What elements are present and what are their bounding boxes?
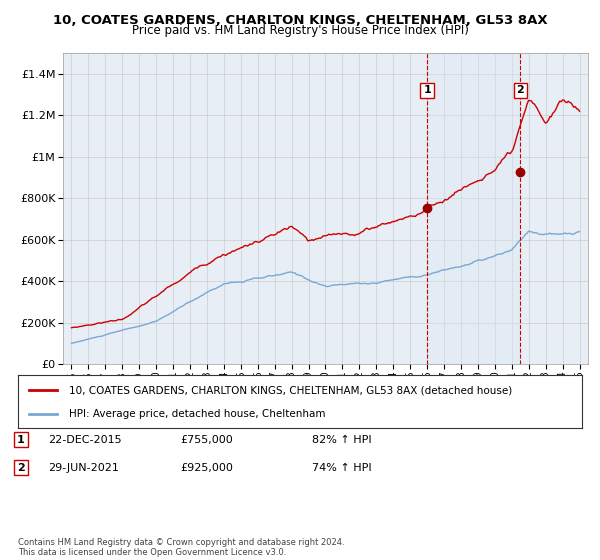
Text: Contains HM Land Registry data © Crown copyright and database right 2024.
This d: Contains HM Land Registry data © Crown c… — [18, 538, 344, 557]
Text: 82% ↑ HPI: 82% ↑ HPI — [312, 435, 371, 445]
Text: 29-JUN-2021: 29-JUN-2021 — [48, 463, 119, 473]
Text: 10, COATES GARDENS, CHARLTON KINGS, CHELTENHAM, GL53 8AX (detached house): 10, COATES GARDENS, CHARLTON KINGS, CHEL… — [69, 385, 512, 395]
Bar — [427, 53, 520, 364]
Text: 1: 1 — [17, 435, 25, 445]
Text: 2: 2 — [517, 86, 524, 96]
Text: Price paid vs. HM Land Registry's House Price Index (HPI): Price paid vs. HM Land Registry's House … — [131, 24, 469, 37]
Text: 22-DEC-2015: 22-DEC-2015 — [48, 435, 122, 445]
Text: HPI: Average price, detached house, Cheltenham: HPI: Average price, detached house, Chel… — [69, 408, 325, 418]
Text: 74% ↑ HPI: 74% ↑ HPI — [312, 463, 371, 473]
Text: 10, COATES GARDENS, CHARLTON KINGS, CHELTENHAM, GL53 8AX: 10, COATES GARDENS, CHARLTON KINGS, CHEL… — [53, 14, 547, 27]
Text: 1: 1 — [423, 86, 431, 96]
Text: 2: 2 — [17, 463, 25, 473]
Text: £925,000: £925,000 — [180, 463, 233, 473]
Text: £755,000: £755,000 — [180, 435, 233, 445]
